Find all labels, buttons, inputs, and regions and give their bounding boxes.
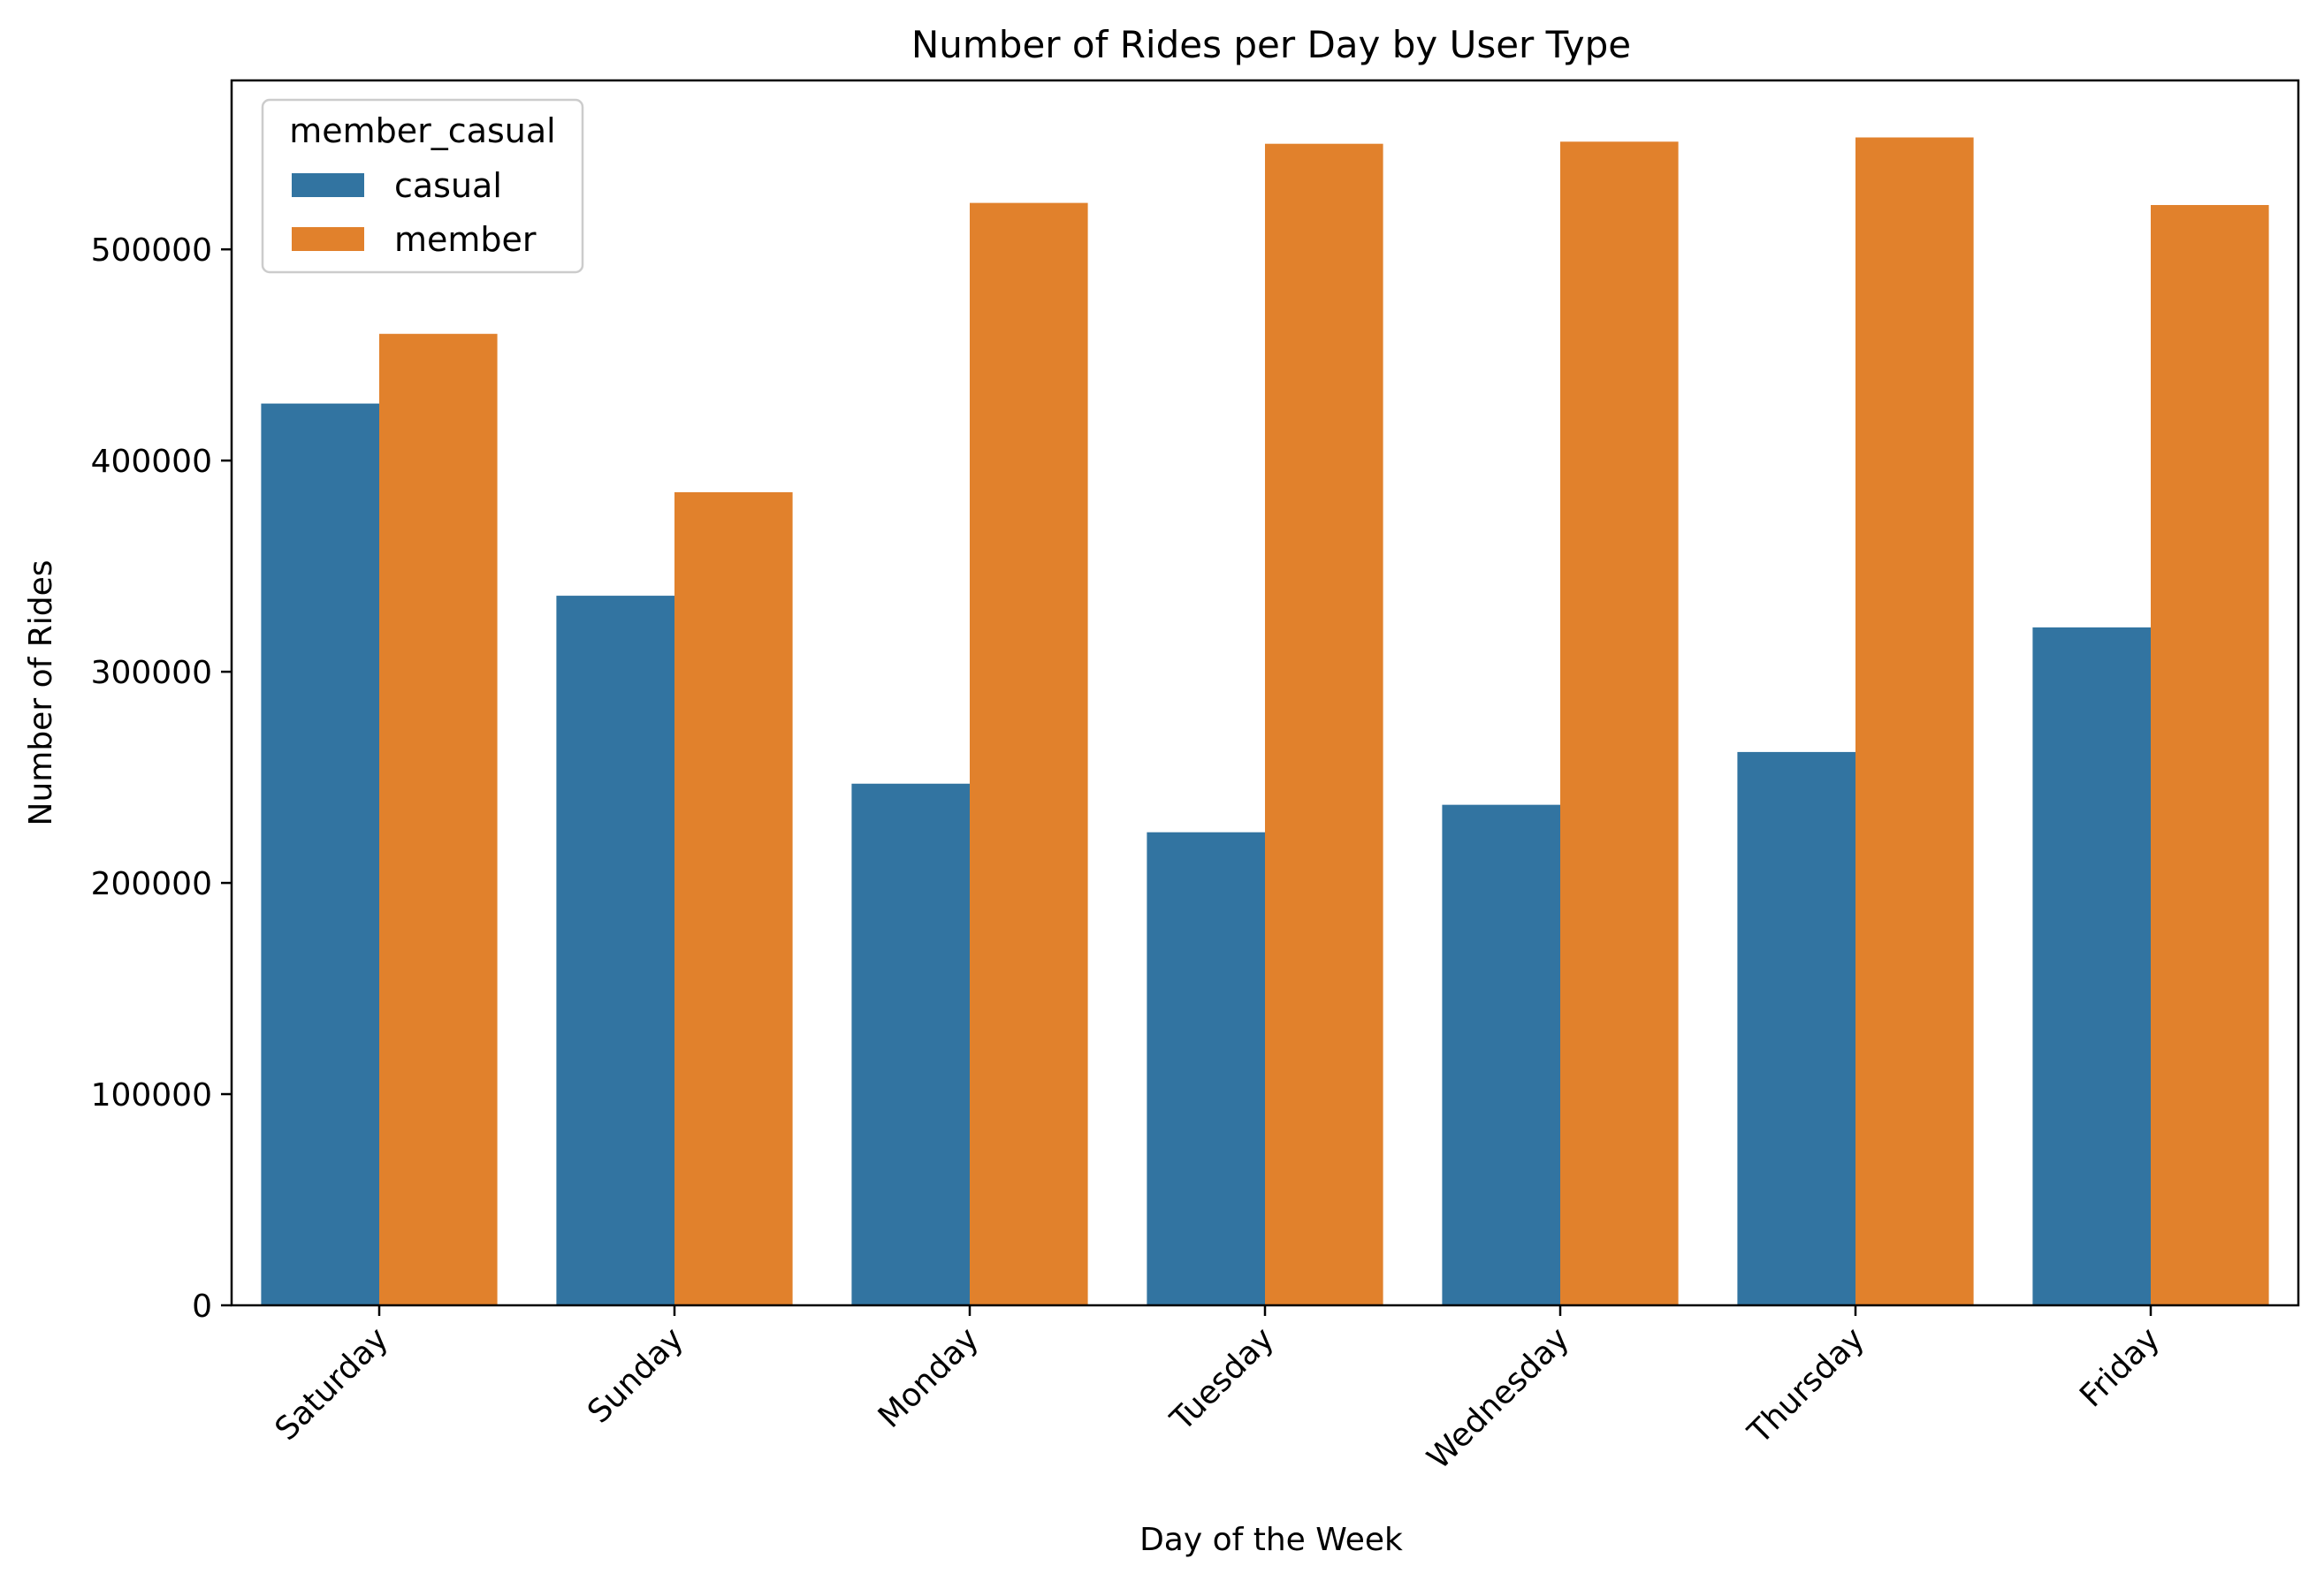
y-tick-label: 200000 <box>91 866 212 902</box>
y-tick-label: 300000 <box>91 655 212 691</box>
y-tick-label: 400000 <box>91 444 212 480</box>
y-tick-label: 100000 <box>91 1077 212 1114</box>
bar-member-wednesday <box>1560 141 1679 1305</box>
y-tick-label: 500000 <box>91 232 212 269</box>
legend-swatch-casual <box>292 173 364 197</box>
legend-swatch-member <box>292 227 364 251</box>
x-axis-label: Day of the Week <box>1139 1522 1403 1558</box>
y-axis: 0 100000 200000 300000 400000 500000 <box>91 232 232 1325</box>
bar-casual-tuesday <box>1147 832 1265 1305</box>
legend[interactable]: member_casual casual member <box>261 98 584 274</box>
bar-casual-sunday <box>556 596 674 1305</box>
bar-casual-saturday <box>261 403 379 1305</box>
y-tick-label: 0 <box>192 1289 212 1325</box>
plot-frame <box>230 79 2300 1307</box>
bars-layer <box>261 137 2269 1306</box>
bar-casual-thursday <box>1737 751 1855 1305</box>
bar-casual-friday <box>2032 627 2151 1305</box>
bar-member-tuesday <box>1265 143 1383 1306</box>
y-axis-label: Number of Rides <box>23 560 59 826</box>
legend-label-member: member <box>394 220 537 259</box>
bar-member-sunday <box>674 491 793 1305</box>
legend-title: member_casual <box>289 111 555 150</box>
bar-casual-monday <box>851 783 970 1305</box>
bar-casual-wednesday <box>1442 804 1560 1305</box>
legend-label-casual: casual <box>394 166 502 205</box>
bar-member-saturday <box>379 333 498 1305</box>
bar-member-thursday <box>1855 137 1974 1305</box>
bar-member-friday <box>2151 204 2269 1306</box>
bar-member-monday <box>970 202 1088 1306</box>
chart-title: Number of Rides per Day by User Type <box>911 23 1631 66</box>
